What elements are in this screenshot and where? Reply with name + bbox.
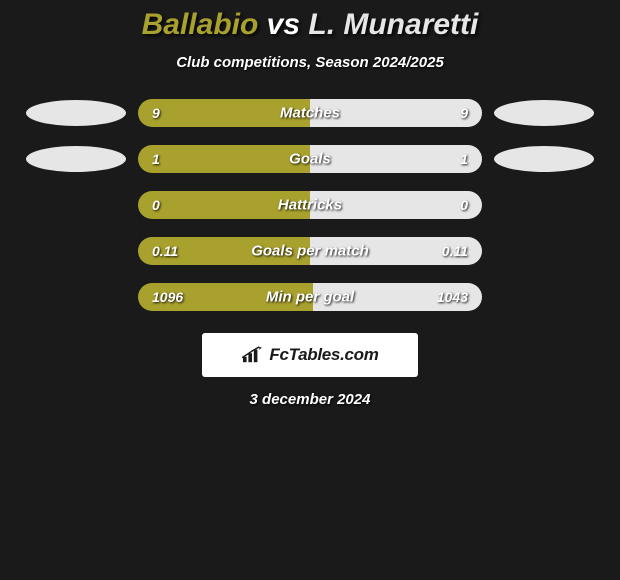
player2-ellipse-icon [494,146,594,172]
player1-ellipse-icon [26,146,126,172]
stat-label: Min per goal [266,289,354,306]
player2-ellipse-icon [494,100,594,126]
player2-value: 0 [460,197,468,213]
stat-label: Hattricks [278,197,342,214]
logo-text: FcTables.com [269,345,378,365]
snapshot-date: 3 december 2024 [250,391,371,408]
stat-row: 9 9 Matches [0,99,620,127]
player2-name: L. Munaretti [308,8,478,41]
player1-value: 1 [152,151,160,167]
stat-bar: 0 0 Hattricks [138,191,482,219]
comparison-title: Ballabio vs L. Munaretti [142,8,479,42]
player1-ellipse-icon [26,100,126,126]
stat-row: 0 0 Hattricks [0,191,620,219]
player1-value: 0.11 [152,243,178,259]
player2-value: 1043 [437,289,468,305]
stat-row: 1 1 Goals [0,145,620,173]
stat-bar: 9 9 Matches [138,99,482,127]
stat-label: Goals [289,151,331,168]
stat-label: Matches [280,105,340,122]
player1-value: 9 [152,105,160,121]
vs-text: vs [267,8,300,41]
player1-value: 1096 [152,289,183,305]
stat-label: Goals per match [251,243,369,260]
stat-row: 1096 1043 Min per goal [0,283,620,311]
player2-value: 0.11 [442,243,468,259]
bar-chart-icon [241,346,263,364]
player2-value: 1 [460,151,468,167]
competition-subtitle: Club competitions, Season 2024/2025 [176,54,444,71]
player2-bar-fill [310,145,482,173]
stat-bar: 0.11 0.11 Goals per match [138,237,482,265]
fctables-logo[interactable]: FcTables.com [202,333,418,377]
stats-container: 9 9 Matches 1 1 Goals 0 0 Hattricks 0.11 0.11 Goals… [0,99,620,311]
stat-bar: 1096 1043 Min per goal [138,283,482,311]
stat-row: 0.11 0.11 Goals per match [0,237,620,265]
stat-bar: 1 1 Goals [138,145,482,173]
player2-value: 9 [460,105,468,121]
player1-bar-fill [138,145,310,173]
player1-value: 0 [152,197,160,213]
player1-name: Ballabio [142,8,259,41]
